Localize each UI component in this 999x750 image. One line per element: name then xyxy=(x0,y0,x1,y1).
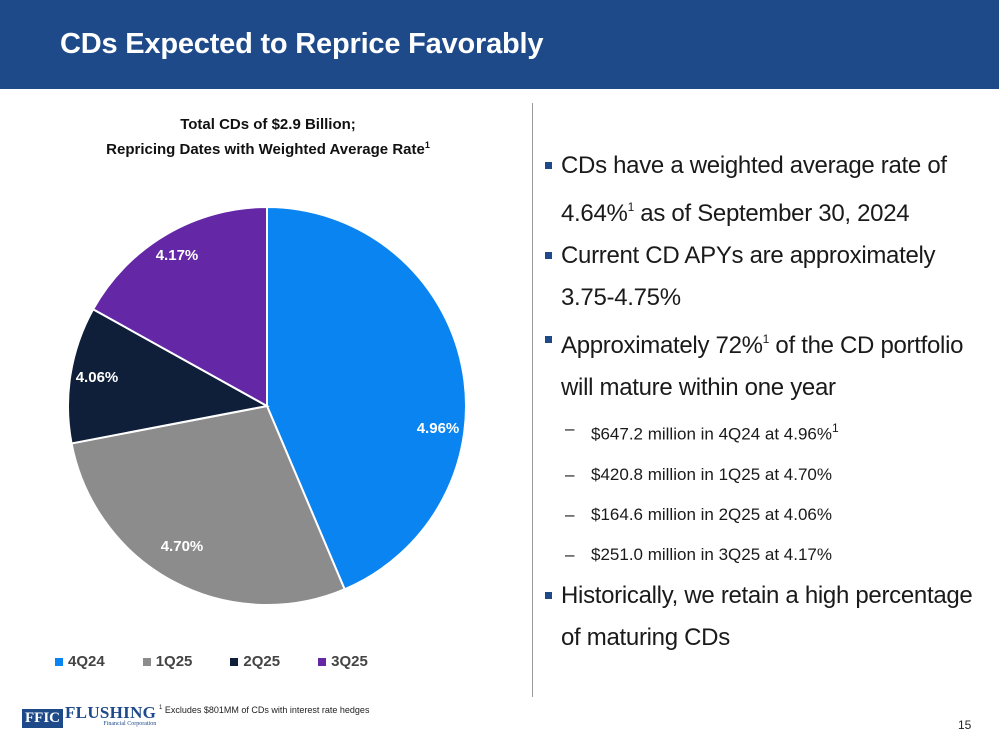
legend-item-4q24: 4Q24 xyxy=(55,653,105,670)
bullet-retention: Historically, we retain a high percentag… xyxy=(543,575,983,659)
logo-box: FFIC xyxy=(22,709,63,728)
bullet-weighted-rate: CDs have a weighted average rate of 4.64… xyxy=(543,145,983,235)
pie-label-4q24: 4.96% xyxy=(417,420,460,437)
legend-swatch xyxy=(318,657,327,666)
legend-item-3q25: 3Q25 xyxy=(318,653,368,670)
square-bullet-icon xyxy=(545,162,552,169)
bullet-maturity: Approximately 72%1 of the CD portfolio w… xyxy=(543,319,983,409)
legend-item-2q25: 2Q25 xyxy=(230,653,280,670)
bullet-current-apy: Current CD APYs are approximately 3.75-4… xyxy=(543,235,983,319)
logo-name: FLUSHING xyxy=(65,703,157,722)
pie-slice-2q25 xyxy=(67,307,270,445)
sub-bullet-1q25: – $420.8 million in 1Q25 at 4.70% xyxy=(565,464,832,484)
legend-label: 4Q24 xyxy=(68,653,105,670)
header-bar: CDs Expected to Reprice Favorably xyxy=(0,0,999,89)
chart-legend: 4Q24 1Q25 2Q25 3Q25 xyxy=(55,653,406,670)
chart-title-footnote-mark: 1 xyxy=(424,140,430,150)
sub-bullet-4q24: – $647.2 million in 4Q24 at 4.96%1 xyxy=(565,419,839,444)
chart-title: Total CDs of $2.9 Billion; Repricing Dat… xyxy=(40,114,496,160)
bullet-list: CDs have a weighted average rate of 4.64… xyxy=(543,145,983,659)
chart-title-line-1: Total CDs of $2.9 Billion; xyxy=(180,116,356,133)
pie-slice-3q25 xyxy=(91,205,268,408)
pie-label-2q25: 4.06% xyxy=(76,369,119,386)
square-bullet-icon xyxy=(545,252,552,259)
vertical-divider xyxy=(532,103,533,697)
square-bullet-icon xyxy=(545,336,552,343)
sub-bullet-2q25: – $164.6 million in 2Q25 at 4.06% xyxy=(565,504,832,524)
pie-label-3q25: 4.17% xyxy=(156,247,199,264)
company-logo: FFIC FLUSHING Financial Corporation xyxy=(22,703,157,728)
legend-label: 1Q25 xyxy=(155,653,193,670)
legend-swatch xyxy=(142,657,151,666)
page-number: 15 xyxy=(958,718,972,732)
pie-label-1q25: 4.70% xyxy=(161,538,204,555)
legend-swatch xyxy=(55,657,63,666)
square-bullet-icon xyxy=(545,591,552,599)
logo-subtitle: Financial Corporation xyxy=(103,721,157,727)
page-title: CDs Expected to Reprice Favorably xyxy=(60,28,544,60)
footnote: 1 Excludes $801MM of CDs with interest r… xyxy=(159,705,370,715)
sub-bullet-3q25: – $251.0 million in 3Q25 at 4.17% xyxy=(565,544,832,564)
pie-slice-1q25 xyxy=(70,404,346,606)
legend-label: 3Q25 xyxy=(331,653,368,670)
pie-slice-4q24 xyxy=(266,205,467,591)
legend-swatch xyxy=(230,657,239,666)
legend-item-1q25: 1Q25 xyxy=(142,653,193,670)
pie-chart: 4.96% 4.70% 4.06% 4.17% xyxy=(67,205,467,606)
legend-label: 2Q25 xyxy=(243,653,281,670)
chart-title-line-2: Repricing Dates with Weighted Average Ra… xyxy=(106,140,430,158)
